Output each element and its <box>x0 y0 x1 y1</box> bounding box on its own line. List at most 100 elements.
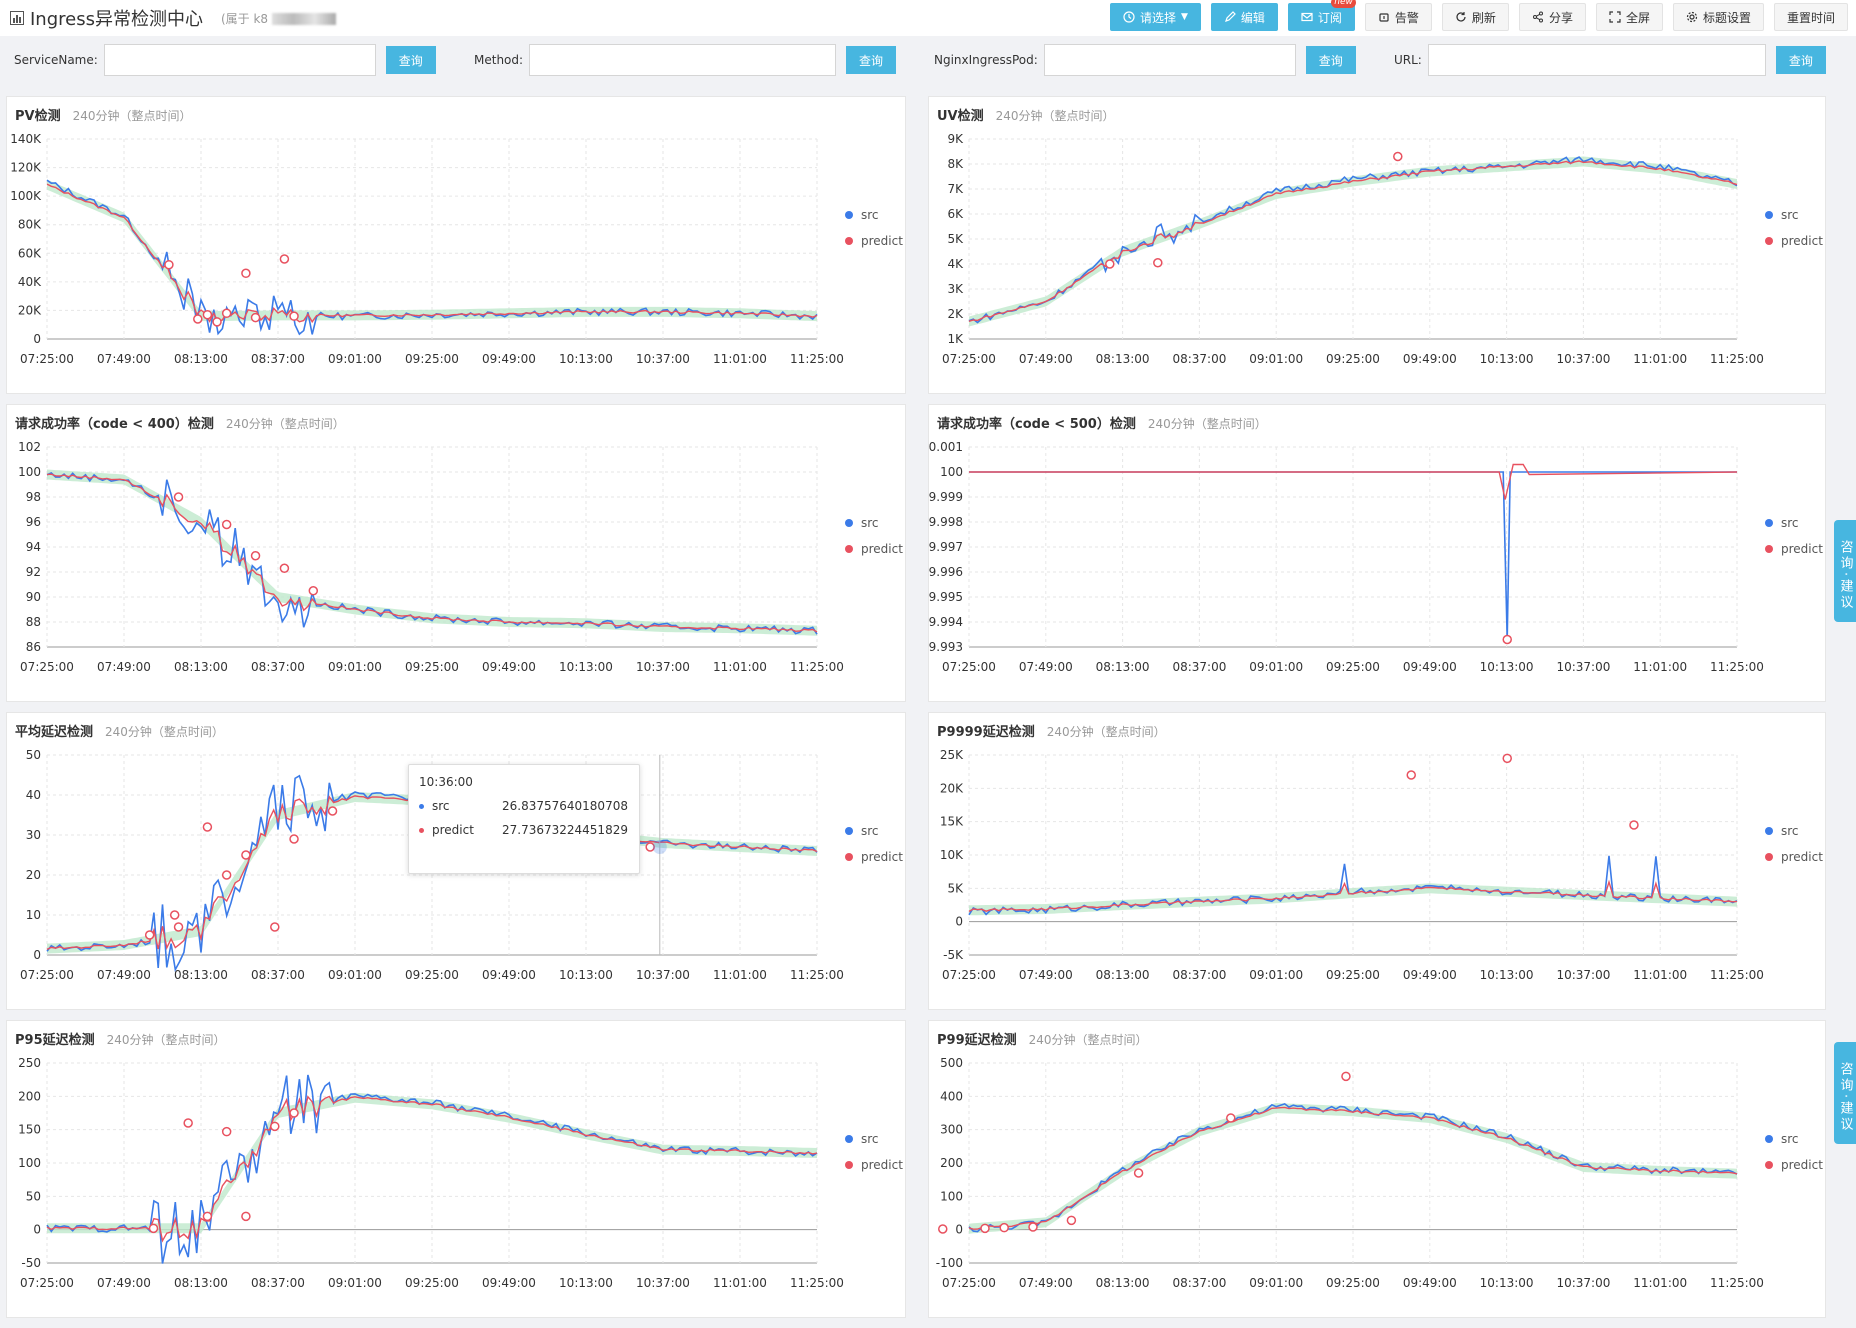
legend-src[interactable]: src <box>1781 824 1799 838</box>
x-tick-label: 09:01:00 <box>1249 968 1303 982</box>
reset-time-button[interactable]: 重置时间 <box>1773 3 1848 31</box>
anomaly-point[interactable] <box>148 1223 159 1234</box>
anomaly-point[interactable] <box>164 259 174 270</box>
legend-predict[interactable]: predict <box>1781 1158 1823 1172</box>
url-input[interactable] <box>1427 44 1766 76</box>
method-input[interactable] <box>529 44 837 76</box>
chart-svg[interactable]: 500 400 300 200 100 0 -100 07:25:00 07:49:00 08:1… <box>929 1021 1827 1319</box>
anomaly-point[interactable] <box>327 806 338 816</box>
anomaly-point[interactable] <box>1028 1222 1038 1232</box>
anomaly-point[interactable] <box>289 834 299 844</box>
anomaly-point[interactable] <box>250 551 261 561</box>
legend-src[interactable]: src <box>861 208 879 222</box>
legend-predict[interactable]: predict <box>861 1158 903 1172</box>
url-query-button[interactable]: 查询 <box>1775 46 1826 74</box>
legend-src[interactable]: src <box>1781 516 1799 530</box>
anomaly-point[interactable] <box>980 1223 990 1234</box>
share-button[interactable]: 分享 <box>1518 3 1586 31</box>
anomaly-point[interactable] <box>221 308 232 319</box>
anomaly-point[interactable] <box>1406 770 1416 780</box>
page-title: Ingress异常检测中心 <box>30 9 203 30</box>
y-tick-label: 20K <box>940 781 964 795</box>
anomaly-point[interactable] <box>250 312 261 323</box>
anomaly-point[interactable] <box>221 519 232 530</box>
x-tick-label: 09:25:00 <box>405 352 459 366</box>
anomaly-point[interactable] <box>193 314 203 324</box>
anomaly-point[interactable] <box>202 1211 213 1222</box>
anomaly-point[interactable] <box>1341 1071 1351 1082</box>
anomaly-point[interactable] <box>202 822 213 832</box>
anomaly-point[interactable] <box>202 309 213 320</box>
x-tick-label: 08:37:00 <box>1172 1276 1226 1290</box>
legend-predict[interactable]: predict <box>1781 542 1823 556</box>
anomaly-point[interactable] <box>183 1118 193 1128</box>
anomaly-point[interactable] <box>270 1121 280 1132</box>
nginx-ingress-pod-query-button[interactable]: 查询 <box>1305 46 1356 74</box>
anomaly-point[interactable] <box>279 563 290 573</box>
anomaly-point[interactable] <box>1153 258 1163 268</box>
anomaly-point[interactable] <box>938 1224 948 1234</box>
legend-predict[interactable]: predict <box>861 542 903 556</box>
chart-svg[interactable]: 250 200 150 100 50 0 -50 07:25:00 07:49:00 08:13:… <box>7 1021 907 1319</box>
legend-predict[interactable]: predict <box>861 850 903 864</box>
chart-svg[interactable]: 102 100 98 96 94 92 90 88 86 07:25:00 07:49:00 08:1… <box>7 405 907 703</box>
anomaly-point[interactable] <box>173 492 184 502</box>
anomaly-point[interactable] <box>169 910 180 920</box>
x-tick-label: 10:13:00 <box>559 352 613 366</box>
anomaly-point[interactable] <box>1226 1113 1236 1123</box>
anomaly-point[interactable] <box>221 870 232 880</box>
nginx-ingress-pod-input[interactable] <box>1043 44 1296 76</box>
clock-icon <box>1123 11 1135 23</box>
feedback-tab-bottom[interactable]: 咨询·建议 <box>1834 1042 1856 1144</box>
legend-predict[interactable]: predict <box>861 234 903 248</box>
x-tick-label: 09:49:00 <box>482 660 536 674</box>
method-query-button[interactable]: 查询 <box>846 46 897 74</box>
legend-src[interactable]: src <box>861 824 879 838</box>
title-settings-button[interactable]: 标题设置 <box>1672 3 1764 31</box>
anomaly-point[interactable] <box>999 1222 1009 1233</box>
anomaly-point[interactable] <box>241 268 251 279</box>
service-name-query-button[interactable]: 查询 <box>385 46 436 74</box>
anomaly-point[interactable] <box>1105 259 1115 269</box>
anomaly-point[interactable] <box>1066 1215 1077 1226</box>
anomaly-point[interactable] <box>289 1108 299 1118</box>
legend-src[interactable]: src <box>861 516 879 530</box>
legend-predict[interactable]: predict <box>1781 234 1823 248</box>
refresh-button[interactable]: 刷新 <box>1441 3 1509 31</box>
anomaly-point[interactable] <box>1629 820 1639 830</box>
anomaly-point[interactable] <box>1502 634 1512 645</box>
y-tick-label: 0 <box>33 948 41 962</box>
anomaly-point[interactable] <box>645 842 655 852</box>
anomaly-point[interactable] <box>308 586 319 596</box>
chart-svg[interactable]: 100.001 100 99.999 99.998 99.997 99.996 99.995… <box>929 405 1827 703</box>
anomaly-point[interactable] <box>144 930 155 940</box>
chart-svg[interactable]: 9K 8K 7K 6K 5K 4K 3K 2K 1K 07:25:00 07:49:00 08:13:… <box>929 97 1827 395</box>
legend-src[interactable]: src <box>1781 208 1799 222</box>
anomaly-point[interactable] <box>289 311 299 321</box>
anomaly-point[interactable] <box>241 1211 251 1222</box>
select-button[interactable]: 请选择 ▼ <box>1109 3 1201 31</box>
anomaly-point[interactable] <box>241 850 251 860</box>
anomaly-point[interactable] <box>173 922 184 932</box>
anomaly-point[interactable] <box>279 254 290 264</box>
anomaly-point[interactable] <box>1393 151 1403 162</box>
service-name-input[interactable] <box>103 44 376 76</box>
alarm-button[interactable]: 告警 <box>1364 3 1432 31</box>
legend-src[interactable]: src <box>861 1132 879 1146</box>
chart-svg[interactable]: 25K 20K 15K 10K 5K 0 -5K 07:25:00 07:49:00 08:13:… <box>929 713 1827 1011</box>
fullscreen-button[interactable]: 全屏 <box>1595 3 1663 31</box>
legend-predict[interactable]: predict <box>1781 850 1823 864</box>
subscribe-button[interactable]: 订阅 new <box>1287 0 1356 31</box>
anomaly-point[interactable] <box>212 317 222 327</box>
legend-src[interactable]: src <box>1781 1132 1799 1146</box>
anomaly-point[interactable] <box>270 922 280 932</box>
edit-button[interactable]: 编辑 <box>1210 3 1278 31</box>
chart-svg[interactable]: 140K 120K 100K 80K 60K 40K 20K 0 07:25:00 07:49:0… <box>7 97 907 395</box>
method-label: Method: <box>474 53 524 67</box>
chart-svg[interactable]: 50 40 30 20 10 0 07:25:00 07:49:00 08:13:00 08:37… <box>7 713 907 1011</box>
anomaly-point[interactable] <box>221 1126 232 1137</box>
y-tick-label: 4K <box>947 257 964 271</box>
feedback-tab-top[interactable]: 咨询·建议 <box>1834 520 1856 622</box>
anomaly-point[interactable] <box>1133 1168 1144 1178</box>
anomaly-point[interactable] <box>1502 753 1512 764</box>
